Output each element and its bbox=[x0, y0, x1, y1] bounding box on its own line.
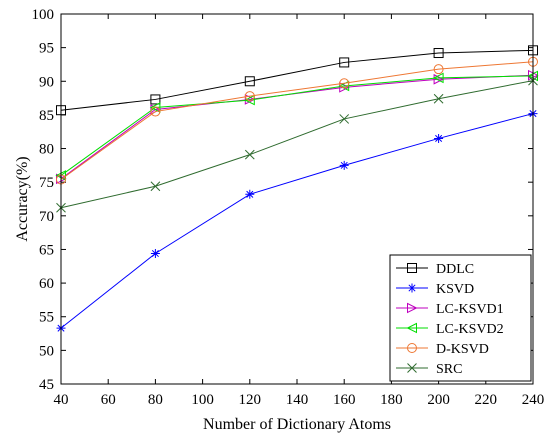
data-point-d-ksvd bbox=[150, 106, 161, 117]
legend-item-ksvd: KSVD bbox=[396, 282, 474, 297]
y-tick-label: 55 bbox=[39, 310, 54, 326]
legend-label: D-KSVD bbox=[436, 342, 489, 357]
series-line-d-ksvd bbox=[60, 61, 534, 180]
legend-label: LC-KSVD1 bbox=[436, 302, 504, 317]
data-point-ksvd bbox=[339, 160, 349, 170]
plot-frame bbox=[60, 13, 534, 385]
y-tick-label: 80 bbox=[39, 142, 54, 158]
data-point-lc-ksvd2 bbox=[432, 72, 444, 84]
legend-marker bbox=[407, 302, 418, 314]
data-point-lc-ksvd1 bbox=[339, 82, 350, 93]
legend-marker bbox=[407, 283, 417, 293]
data-point-src bbox=[150, 181, 161, 192]
y-axis-title: Accuracy(%) bbox=[14, 156, 31, 241]
x-tick-label: 120 bbox=[239, 392, 262, 408]
legend-box bbox=[389, 254, 532, 382]
legend-item-src: SRC bbox=[396, 362, 462, 377]
x-tick-label: 180 bbox=[380, 392, 403, 408]
data-point-d-ksvd bbox=[244, 91, 255, 102]
series-src bbox=[56, 75, 538, 213]
x-axis-title: Number of Dictionary Atoms bbox=[203, 416, 391, 433]
y-tick-label: 90 bbox=[39, 74, 54, 90]
legend-marker bbox=[406, 322, 417, 334]
data-point-d-ksvd bbox=[339, 78, 350, 89]
x-tick-label: 40 bbox=[54, 392, 69, 408]
y-tick-label: 50 bbox=[39, 343, 54, 359]
legend-marker bbox=[407, 343, 417, 353]
data-point-ksvd bbox=[150, 248, 160, 258]
data-point-src bbox=[339, 114, 350, 124]
legend-item-d-ksvd: D-KSVD bbox=[396, 342, 489, 357]
data-point-src bbox=[244, 149, 255, 160]
series-d-ksvd bbox=[56, 56, 538, 185]
x-tick-label: 240 bbox=[522, 392, 545, 408]
x-tick-label: 100 bbox=[191, 392, 214, 408]
legend-marker bbox=[407, 263, 417, 273]
series-line-src bbox=[60, 80, 534, 209]
series-ddlc bbox=[56, 45, 538, 116]
x-tick-label: 140 bbox=[286, 392, 309, 408]
data-point-ddlc bbox=[339, 57, 350, 68]
y-tick-label: 100 bbox=[32, 7, 55, 23]
data-point-lc-ksvd2 bbox=[149, 102, 161, 113]
series-line-lc-ksvd1 bbox=[60, 74, 534, 180]
data-point-d-ksvd bbox=[433, 64, 444, 75]
data-point-ddlc bbox=[150, 94, 161, 105]
legend-label: SRC bbox=[436, 362, 462, 377]
legend-item-lc-ksvd1: LC-KSVD1 bbox=[396, 302, 504, 317]
series-line-lc-ksvd2 bbox=[60, 75, 534, 176]
data-point-ksvd bbox=[245, 189, 255, 199]
x-tick-label: 160 bbox=[333, 392, 356, 408]
data-point-ddlc bbox=[433, 48, 444, 59]
series-line-ddlc bbox=[60, 49, 534, 111]
y-tick-label: 45 bbox=[39, 377, 54, 393]
data-point-ddlc bbox=[244, 76, 255, 87]
y-tick-label: 85 bbox=[39, 108, 54, 124]
series-line-ksvd bbox=[60, 113, 534, 329]
x-tick-label: 60 bbox=[101, 392, 116, 408]
data-point-lc-ksvd1 bbox=[244, 94, 256, 105]
legend-label: KSVD bbox=[436, 282, 474, 297]
y-tick-label: 70 bbox=[39, 209, 54, 225]
legend-marker bbox=[407, 363, 417, 373]
x-tick-label: 220 bbox=[475, 392, 498, 408]
y-tick-label: 60 bbox=[39, 276, 54, 292]
x-tick-label: 80 bbox=[148, 392, 163, 408]
series-lc-ksvd2 bbox=[55, 70, 538, 181]
y-tick-label: 95 bbox=[39, 41, 54, 57]
y-tick-label: 65 bbox=[39, 242, 54, 258]
legend-item-lc-ksvd2: LC-KSVD2 bbox=[396, 322, 504, 337]
legend-item-ddlc: DDLC bbox=[396, 262, 474, 277]
data-point-src bbox=[433, 93, 444, 104]
data-point-lc-ksvd1 bbox=[433, 73, 445, 85]
data-point-lc-ksvd2 bbox=[244, 94, 255, 106]
data-point-ksvd bbox=[434, 133, 444, 143]
legend-label: DDLC bbox=[436, 262, 474, 277]
legend-label: LC-KSVD2 bbox=[436, 322, 504, 337]
axis-ticks: 40 60 80 100 120 140 160 180 200 220 240 45 50 55 60 65… bbox=[32, 7, 545, 408]
x-tick-label: 200 bbox=[427, 392, 450, 408]
legend: DDLC KSVD LC-KSVD1 LC-KSVD2 D-KSVD SRC bbox=[389, 254, 532, 382]
y-tick-label: 75 bbox=[39, 175, 54, 191]
